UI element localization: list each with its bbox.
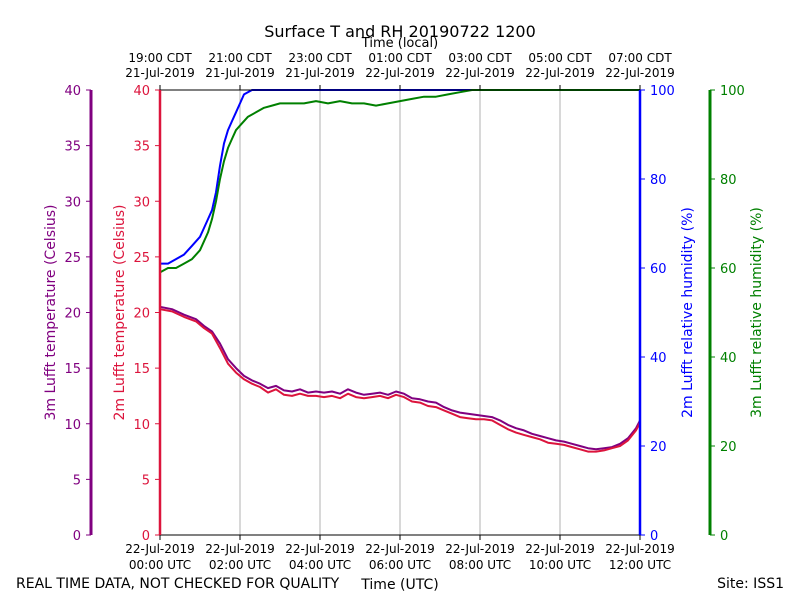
local-tick-time-3: 01:00 CDT [368, 51, 432, 65]
local-tick-time-5: 05:00 CDT [528, 51, 592, 65]
t3m-tick-label-3: 15 [64, 362, 81, 377]
utc-tick-date-0: 22-Jul-2019 [125, 542, 195, 556]
t2m-tick-label-4: 20 [133, 307, 150, 322]
rh3m-tick-label-4: 80 [720, 173, 737, 188]
rh2m-axis-label: 2m Lufft relative humidity (%) [680, 207, 696, 418]
t2m-tick-label-6: 30 [133, 195, 150, 210]
utc-tick-time-5: 10:00 UTC [529, 558, 591, 572]
site-label: Site: ISS1 [717, 576, 784, 592]
t2m-tick-label-1: 5 [142, 473, 150, 488]
local-tick-time-1: 21:00 CDT [208, 51, 272, 65]
utc-tick-time-2: 04:00 UTC [289, 558, 351, 572]
utc-tick-time-6: 12:00 UTC [609, 558, 671, 572]
top-axis-label: Time (local) [361, 36, 438, 51]
t3m-tick-label-0: 0 [73, 529, 81, 544]
rh3m-tick-label-0: 0 [720, 529, 728, 544]
utc-tick-time-4: 08:00 UTC [449, 558, 511, 572]
t3m-tick-label-5: 25 [64, 251, 81, 266]
t3m-tick-label-2: 10 [64, 418, 81, 433]
utc-tick-time-3: 06:00 UTC [369, 558, 431, 572]
utc-tick-time-0: 00:00 UTC [129, 558, 191, 572]
rh2m-tick-label-2: 40 [650, 351, 667, 366]
local-tick-time-2: 23:00 CDT [288, 51, 352, 65]
local-tick-time-0: 19:00 CDT [128, 51, 192, 65]
t3m-tick-label-8: 40 [64, 84, 81, 99]
rh3m-tick-label-3: 60 [720, 262, 737, 277]
utc-tick-time-1: 02:00 UTC [209, 558, 271, 572]
rh2m-tick-label-5: 100 [650, 84, 675, 99]
t3m-tick-label-4: 20 [64, 307, 81, 322]
rh3m-tick-label-5: 100 [720, 84, 745, 99]
utc-tick-date-1: 22-Jul-2019 [205, 542, 275, 556]
local-tick-date-5: 22-Jul-2019 [525, 66, 595, 80]
utc-tick-date-2: 22-Jul-2019 [285, 542, 355, 556]
grid-lines [239, 90, 561, 535]
local-tick-date-4: 22-Jul-2019 [445, 66, 515, 80]
utc-tick-date-3: 22-Jul-2019 [365, 542, 435, 556]
quality-disclaimer: REAL TIME DATA, NOT CHECKED FOR QUALITY [16, 576, 340, 592]
local-tick-date-3: 22-Jul-2019 [365, 66, 435, 80]
t3m-tick-label-6: 30 [64, 195, 81, 210]
t2m-tick-label-7: 35 [133, 140, 150, 155]
series-line-t3m [159, 305, 641, 451]
local-tick-time-6: 07:00 CDT [608, 51, 672, 65]
x-axis-label: Time (UTC) [360, 577, 438, 593]
rh3m-tick-label-1: 20 [720, 440, 737, 455]
t2m-tick-label-3: 15 [133, 362, 150, 377]
local-tick-date-2: 21-Jul-2019 [285, 66, 355, 80]
rh2m-tick-label-3: 60 [650, 262, 667, 277]
rh2m-tick-label-4: 80 [650, 173, 667, 188]
series-line-t2m [159, 308, 641, 453]
t3m-tick-label-7: 35 [64, 140, 81, 155]
axes-group: 0 5 10 15 20 25 30 35 40 3m Lufft temperature (Ce… [43, 84, 765, 544]
t2m-tick-label-5: 25 [133, 251, 150, 266]
rh2m-tick-label-0: 0 [650, 529, 658, 544]
t3m-tick-label-1: 5 [73, 473, 81, 488]
t3m-axis-label: 3m Lufft temperature (Celsius) [43, 204, 59, 420]
t2m-tick-label-2: 10 [133, 418, 150, 433]
local-tick-date-1: 21-Jul-2019 [205, 66, 275, 80]
t2m-axis-label: 2m Lufft temperature (Celsius) [112, 204, 128, 420]
rh2m-tick-label-1: 20 [650, 440, 667, 455]
local-tick-date-6: 22-Jul-2019 [605, 66, 675, 80]
rh3m-axis-label: 3m Lufft relative humidity (%) [749, 207, 765, 418]
t2m-tick-label-8: 40 [133, 84, 150, 99]
chart-title: Surface T and RH 20190722 1200 [264, 22, 536, 41]
utc-tick-date-5: 22-Jul-2019 [525, 542, 595, 556]
rh3m-tick-label-2: 40 [720, 351, 737, 366]
series-line-rh2m [160, 89, 640, 265]
utc-tick-date-4: 22-Jul-2019 [445, 542, 515, 556]
t2m-tick-label-0: 0 [142, 529, 150, 544]
local-tick-time-4: 03:00 CDT [448, 51, 512, 65]
utc-tick-date-6: 22-Jul-2019 [605, 542, 675, 556]
local-tick-date-0: 21-Jul-2019 [125, 66, 195, 80]
